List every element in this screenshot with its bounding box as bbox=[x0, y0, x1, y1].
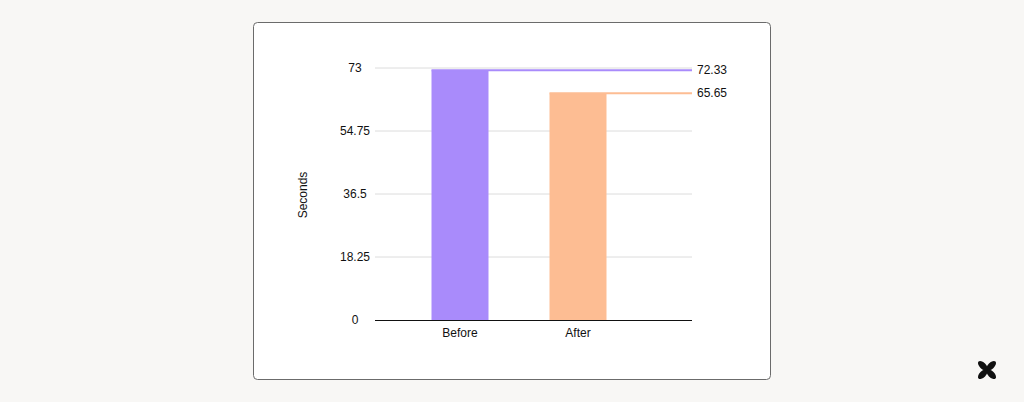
bars-group bbox=[432, 70, 693, 320]
grid-line bbox=[375, 194, 692, 195]
y-tick-label: 54.75 bbox=[340, 124, 370, 138]
grid-line bbox=[375, 68, 692, 69]
data-label: 65.65 bbox=[697, 86, 727, 100]
data-label: 72.33 bbox=[697, 63, 727, 77]
value-line bbox=[550, 92, 693, 94]
x-tick-label: Before bbox=[442, 326, 478, 340]
logo-petal bbox=[976, 359, 989, 372]
y-tick-label: 73 bbox=[348, 61, 362, 75]
y-tick-label: 0 bbox=[352, 313, 359, 327]
x-axis-line bbox=[375, 320, 692, 321]
page-background bbox=[0, 0, 1024, 402]
chart-svg: 0 18.25 36.5 54.75 73 Seconds 72.33 65.65 Before… bbox=[0, 0, 1024, 402]
grid-line bbox=[375, 257, 692, 258]
y-tick-label: 18.25 bbox=[340, 250, 370, 264]
grid-line bbox=[375, 131, 692, 132]
bar bbox=[550, 93, 607, 320]
y-axis-title: Seconds bbox=[296, 172, 310, 219]
logo bbox=[976, 359, 997, 380]
y-tick-label: 36.5 bbox=[343, 187, 367, 201]
value-line bbox=[432, 69, 693, 71]
x-tick-label: After bbox=[565, 326, 590, 340]
card bbox=[254, 23, 771, 380]
bar bbox=[432, 70, 489, 320]
